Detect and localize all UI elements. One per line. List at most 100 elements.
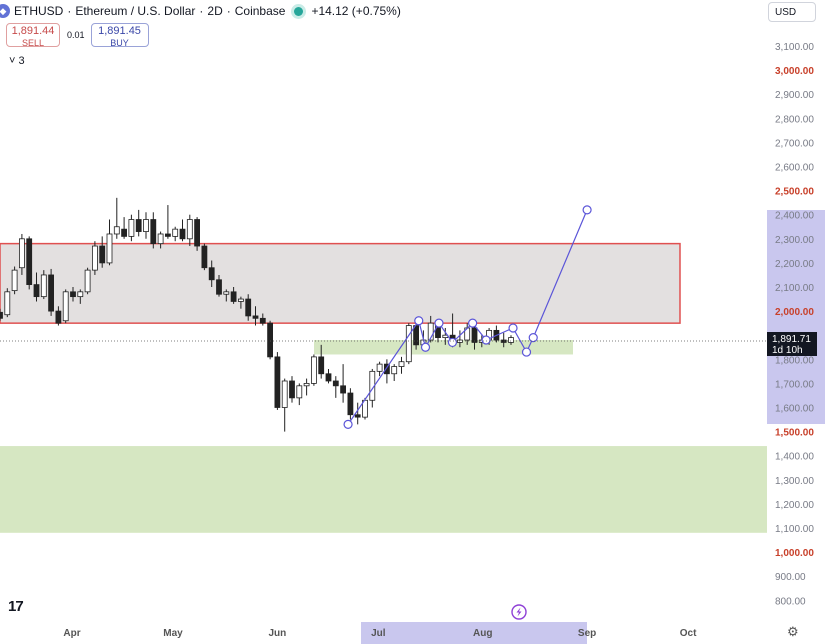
candle [77,289,84,304]
price-tick-label: 1,600.00 [775,404,814,415]
price-tick-label: 2,200.00 [775,259,814,270]
tradingview-logo[interactable]: 17 [8,598,24,615]
time-highlight [361,622,587,644]
candles-layer [0,197,514,432]
pattern-anchor[interactable] [468,318,478,328]
candle [92,241,98,275]
ethereum-icon: ◆ [0,4,10,18]
candle [405,323,412,365]
pattern-anchor[interactable] [343,419,353,429]
candle [164,205,171,239]
candle [48,268,54,316]
candle [186,214,193,247]
time-tick-label: Jun [268,628,286,639]
candle [55,306,62,326]
price-tick-label: 1,800.00 [775,355,814,366]
buy-button[interactable]: 1,891.45 BUY [90,23,149,48]
price-tick-label: 800.00 [775,596,806,607]
price-tick-label: 2,900.00 [775,90,814,101]
pattern-anchor[interactable] [508,323,518,333]
candle [398,356,405,374]
price-tick-label: 3,100.00 [775,42,814,53]
candle [376,361,383,377]
gear-icon[interactable]: ⚙ [787,624,799,639]
candle [121,217,127,239]
candle [216,274,222,297]
symbol-header[interactable]: ◆ ETHUSD · Ethereum / U.S. Dollar · 2D ·… [0,0,401,22]
candle [347,388,354,420]
candle [143,212,149,239]
price-tick-label: 1,000.00 [775,548,814,559]
candle [281,378,288,432]
support-near-zone[interactable] [314,340,573,355]
price-change: +14.12 (+0.75%) [311,4,401,18]
candle [172,226,179,242]
price-tick-label: 2,300.00 [775,235,814,246]
pattern-anchor[interactable] [420,342,431,352]
candle [237,296,244,309]
price-tick-label: 2,800.00 [775,114,814,125]
candle [267,320,274,360]
candle [135,209,142,237]
lightning-icon[interactable] [511,604,527,620]
support-deep-zone[interactable] [0,446,767,533]
pattern-anchor[interactable] [447,337,458,348]
price-tick-label: 1,200.00 [775,500,814,511]
trade-panel: 1,891.44 SELL 0.01 1,891.45 BUY [6,23,149,48]
candle [62,289,69,324]
current-price-value: 1,891.71 [772,334,811,345]
candle [230,287,237,304]
candle [508,335,514,345]
candle [318,344,325,379]
price-highlight [767,210,825,424]
sep: · [199,4,204,18]
pattern-anchor[interactable] [582,205,592,215]
pattern-anchor[interactable] [434,318,444,328]
price-tick-label: 2,400.00 [775,211,814,222]
time-tick-label: May [163,628,183,639]
indicators-toggle[interactable]: ˅ 3 [9,55,25,67]
pattern-anchor[interactable] [481,335,491,345]
candle-countdown: 1d 10h [772,345,803,356]
sell-button[interactable]: 1,891.44 SELL [6,23,60,48]
pattern-layer[interactable] [343,205,592,429]
candle [70,287,76,302]
price-tick-label: 1,700.00 [775,379,814,390]
price-tick-label: 2,500.00 [775,187,814,198]
sell-price: 1,891.44 [11,25,55,37]
time-tick-label: Apr [63,628,80,639]
price-tick-label: 2,700.00 [775,138,814,149]
price-axis[interactable]: 3,100.00 3,000.00 2,900.00 2,800.00 2,700.00… [767,0,825,622]
pattern-anchor[interactable] [521,347,532,357]
candle [4,288,11,318]
price-tick-label: 3,000.00 [775,66,814,77]
candle [113,197,120,239]
candle [259,313,266,326]
time-axis[interactable]: Apr May Jun Jul Aug Sep Oct [63,628,697,639]
current-price-label: 1,891.71 1d 10h [767,332,817,356]
candle [208,260,215,287]
pattern-anchor[interactable] [528,333,538,343]
candle [471,325,478,350]
price-tick-label: 900.00 [775,572,806,583]
exchange: Coinbase [234,4,286,18]
candle [289,376,295,403]
price-tick-label: 2,000.00 [775,307,814,318]
candle [354,402,361,425]
price-tick-label: 1,500.00 [775,428,814,439]
candle [252,306,259,326]
interval[interactable]: 2D [207,4,223,18]
candle [201,243,208,271]
candle [383,359,390,384]
pattern-anchor[interactable] [414,316,424,326]
candle [340,364,347,403]
candle [245,294,252,321]
symbol-ticker[interactable]: ETHUSD [14,4,64,18]
candle [18,233,25,275]
candle [26,236,33,290]
candle [157,231,164,249]
spread: 0.01 [67,30,85,40]
sep: · [226,4,231,18]
currency-button[interactable]: USD [768,2,816,22]
